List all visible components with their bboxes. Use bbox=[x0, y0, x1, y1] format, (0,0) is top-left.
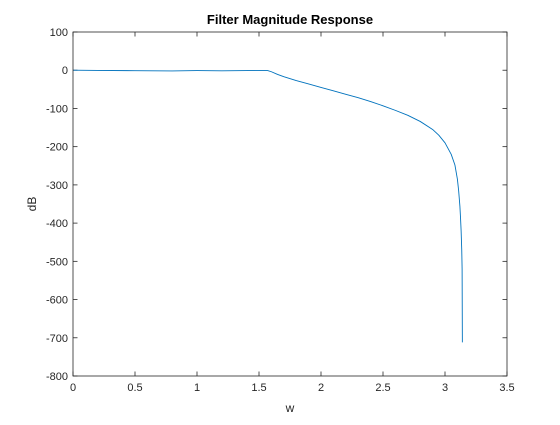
x-tick-label: 2.5 bbox=[375, 382, 390, 394]
y-tick-label: -300 bbox=[46, 180, 68, 192]
x-tick-label: 1.5 bbox=[251, 382, 266, 394]
y-tick-label: -800 bbox=[46, 371, 68, 383]
plot-area bbox=[73, 32, 507, 376]
y-axis-label: dB bbox=[25, 197, 39, 212]
series-layer bbox=[72, 69, 463, 343]
x-tick-label: 1 bbox=[194, 382, 200, 394]
y-tick-label: -400 bbox=[46, 218, 68, 230]
y-tick-label: -500 bbox=[46, 256, 68, 268]
y-tick-label: -700 bbox=[46, 333, 68, 345]
x-tick-label: 3 bbox=[442, 382, 448, 394]
chart-title: Filter Magnitude Response bbox=[207, 12, 373, 27]
ticks-layer: 0 0.5 1 1.5 2 2.5 3 3.5 100 0 -100 -200 -300 -400 -500… bbox=[46, 27, 515, 394]
x-tick-label: 2 bbox=[318, 382, 324, 394]
y-tick-label: -600 bbox=[46, 295, 68, 307]
y-tick-label: -100 bbox=[46, 103, 68, 115]
y-tick-label: 0 bbox=[62, 65, 68, 77]
x-tick-label: 0 bbox=[70, 382, 76, 394]
x-axis-label: w bbox=[285, 401, 295, 415]
y-tick-label: -200 bbox=[46, 142, 68, 154]
x-tick-label: 3.5 bbox=[499, 382, 514, 394]
y-tick-label: 100 bbox=[50, 27, 68, 39]
x-tick-label: 0.5 bbox=[127, 382, 142, 394]
series-line bbox=[72, 69, 463, 343]
axes-box bbox=[72, 31, 508, 377]
